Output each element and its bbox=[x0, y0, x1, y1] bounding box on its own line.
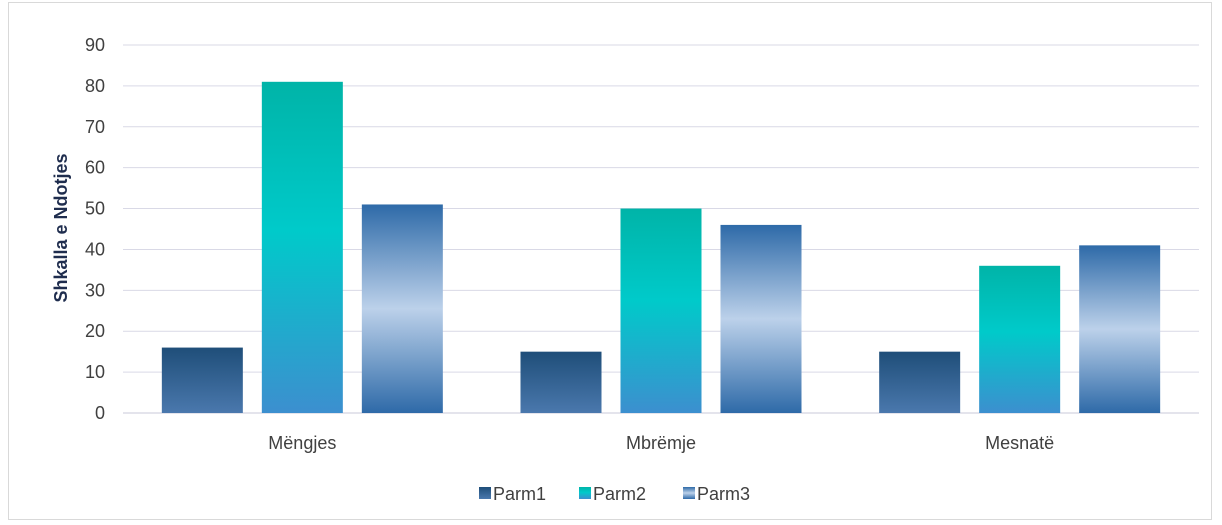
legend-label: Parm1 bbox=[493, 484, 546, 504]
bar-parm3 bbox=[361, 204, 443, 413]
legend-swatch bbox=[479, 487, 491, 499]
y-axis-ticks: 0 10 20 30 40 50 60 70 80 90 bbox=[85, 35, 105, 423]
bar-parm2 bbox=[261, 81, 343, 414]
legend-item-parm3: Parm3 bbox=[683, 484, 750, 504]
y-tick-label: 0 bbox=[95, 403, 105, 423]
y-tick-label: 20 bbox=[85, 321, 105, 341]
legend-swatch bbox=[683, 487, 695, 499]
bar-parm3 bbox=[1079, 245, 1161, 413]
y-tick-label: 50 bbox=[85, 199, 105, 219]
x-category-label: Mesnatë bbox=[985, 433, 1054, 453]
bar-parm3 bbox=[720, 224, 802, 413]
legend-label: Parm3 bbox=[697, 484, 750, 504]
legend-swatch bbox=[579, 487, 591, 499]
legend-item-parm2: Parm2 bbox=[579, 484, 646, 504]
y-tick-label: 40 bbox=[85, 239, 105, 259]
bar-chart: 0 10 20 30 40 50 60 70 80 90 Shkalla e Ndotjes Më… bbox=[51, 35, 1199, 504]
bar-parm2 bbox=[979, 265, 1061, 413]
y-tick-label: 80 bbox=[85, 76, 105, 96]
bar-parm1 bbox=[161, 347, 243, 413]
y-tick-label: 70 bbox=[85, 117, 105, 137]
chart-frame: 0 10 20 30 40 50 60 70 80 90 Shkalla e Ndotjes Më… bbox=[8, 2, 1212, 520]
bar-parm1 bbox=[879, 351, 961, 413]
y-axis-label: Shkalla e Ndotjes bbox=[51, 153, 71, 302]
x-category-label: Mbrëmje bbox=[626, 433, 696, 453]
bars bbox=[161, 81, 1161, 414]
x-category-label: Mëngjes bbox=[268, 433, 336, 453]
y-tick-label: 10 bbox=[85, 362, 105, 382]
y-tick-label: 90 bbox=[85, 35, 105, 55]
bar-parm1 bbox=[520, 351, 602, 413]
bar-parm2 bbox=[620, 208, 702, 413]
y-tick-label: 30 bbox=[85, 280, 105, 300]
legend: Parm1 Parm2 Parm3 bbox=[479, 484, 750, 504]
y-tick-label: 60 bbox=[85, 158, 105, 178]
legend-item-parm1: Parm1 bbox=[479, 484, 546, 504]
legend-label: Parm2 bbox=[593, 484, 646, 504]
x-axis-categories: Mëngjes Mbrëmje Mesnatë bbox=[268, 433, 1054, 453]
